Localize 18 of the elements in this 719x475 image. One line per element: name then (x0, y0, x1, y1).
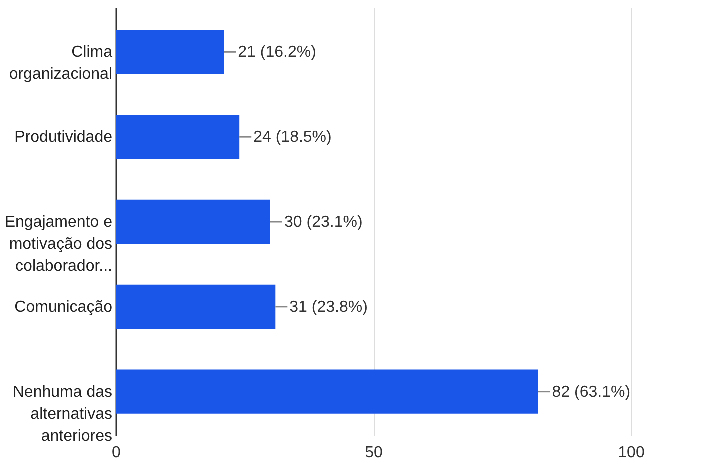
x-tick-label: 0 (112, 444, 122, 462)
data-label: 31 (23.8%) (290, 298, 368, 316)
y-tick-label: Clima organizacional (9, 44, 113, 84)
bar (116, 200, 270, 244)
x-tick-label: 50 (365, 444, 383, 462)
bar (116, 30, 224, 74)
y-tick-label: Produtividade (14, 129, 113, 146)
bar (116, 370, 538, 414)
y-tick-label: Comunicação (14, 298, 113, 316)
data-label: 30 (23.1%) (284, 214, 363, 231)
y-tick-label: Engajamento e motivação dos colaborador... (4, 214, 113, 275)
data-label: 82 (63.1%) (552, 384, 631, 401)
data-label: 21 (16.2%) (238, 44, 316, 62)
bar (116, 115, 240, 160)
x-tick-label: 100 (618, 444, 645, 462)
bar (116, 284, 276, 329)
data-label: 24 (18.5%) (254, 129, 332, 146)
y-tick-label: Nenhuma das alternativas anteriores (12, 384, 112, 445)
